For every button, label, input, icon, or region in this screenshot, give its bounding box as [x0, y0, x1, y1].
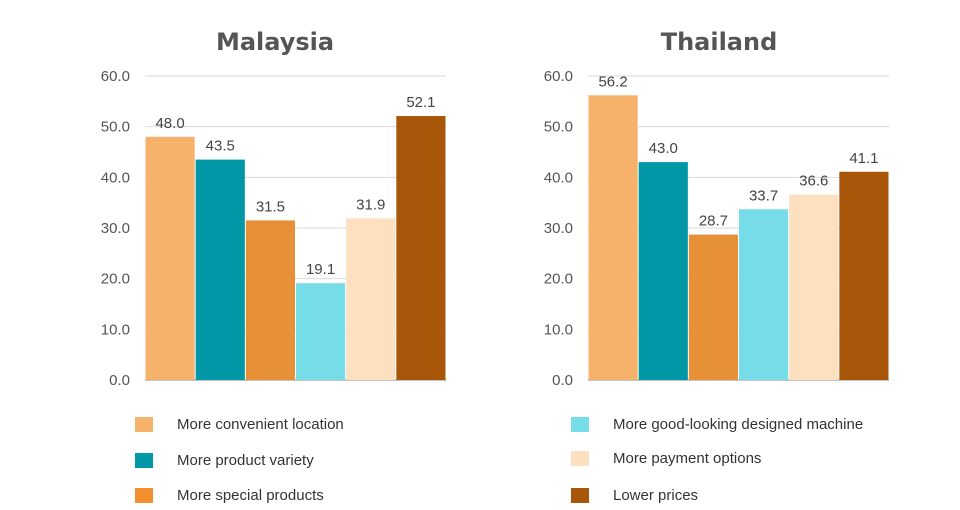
- legend-item-lower-prices: Lower prices: [571, 487, 698, 504]
- data-label: 28.7: [699, 213, 728, 230]
- y-tick-label: 10.0: [544, 321, 573, 338]
- y-tick-label: 10.0: [101, 321, 130, 338]
- legend-label: More special products: [177, 487, 324, 504]
- bar: [195, 159, 245, 380]
- y-tick-label: 30.0: [544, 220, 573, 237]
- bar: [638, 162, 688, 380]
- chart-thailand: Thailand 0.0 10.0 20.0 30.0 40.0 50.0 60.0 56.2 4…: [544, 28, 889, 389]
- data-label: 43.5: [206, 138, 235, 155]
- bar: [245, 220, 295, 380]
- y-tick-label: 40.0: [101, 169, 130, 186]
- legend-item-good-looking-machine: More good-looking designed machine: [571, 416, 863, 433]
- legend-label: More product variety: [177, 452, 314, 469]
- data-label: 31.5: [256, 198, 285, 215]
- data-label: 36.6: [799, 173, 828, 190]
- data-label: 56.2: [598, 73, 627, 90]
- y-tick-label: 60.0: [544, 68, 573, 85]
- data-label: 52.1: [406, 94, 435, 111]
- y-tick-label: 0.0: [552, 372, 573, 389]
- y-tick-label: 60.0: [101, 68, 130, 85]
- legend-label: More good-looking designed machine: [613, 416, 864, 433]
- data-label: 19.1: [306, 261, 335, 278]
- data-label: 48.0: [155, 115, 184, 132]
- legend-swatch: [135, 417, 153, 432]
- chart-title: Thailand: [661, 28, 778, 56]
- y-tick-label: 20.0: [544, 271, 573, 288]
- legend-item-convenient-location: More convenient location: [135, 416, 344, 433]
- bar: [789, 194, 839, 380]
- chart-malaysia: Malaysia 0.0 10.0 20.0 30.0 40.0 50.0 60.0 48.0 4…: [101, 28, 446, 389]
- legend-label: Lower prices: [613, 487, 699, 504]
- bar: [396, 116, 446, 380]
- legend-item-product-variety: More product variety: [135, 452, 314, 469]
- y-tick-label: 40.0: [544, 169, 573, 186]
- charts-area: Malaysia 0.0 10.0 20.0 30.0 40.0 50.0 60.0 48.0 4…: [101, 28, 889, 389]
- legend-swatch: [135, 453, 153, 468]
- legend-swatch: [571, 451, 589, 466]
- bar: [739, 209, 789, 380]
- y-tick-label: 0.0: [109, 372, 130, 389]
- bar: [588, 95, 638, 381]
- y-tick-label: 50.0: [101, 119, 130, 136]
- bar: [296, 283, 346, 380]
- y-tick-label: 20.0: [101, 271, 130, 288]
- legend-swatch: [571, 488, 589, 503]
- data-label: 31.9: [356, 196, 385, 213]
- bar: [688, 234, 738, 380]
- legend-label: More payment options: [613, 450, 762, 467]
- legend-item-special-products: More special products: [135, 487, 324, 504]
- bar: [346, 218, 396, 380]
- legend-swatch: [135, 488, 153, 503]
- data-label: 33.7: [749, 187, 778, 204]
- legend-swatch: [571, 417, 589, 432]
- data-label: 41.1: [849, 150, 878, 167]
- bar: [145, 136, 195, 380]
- chart-title: Malaysia: [216, 28, 334, 56]
- legend-item-payment-options: More payment options: [571, 450, 761, 467]
- y-tick-label: 30.0: [101, 220, 130, 237]
- bar: [839, 171, 889, 380]
- y-tick-label: 50.0: [544, 119, 573, 136]
- data-label: 43.0: [649, 140, 678, 157]
- legend-label: More convenient location: [177, 416, 344, 433]
